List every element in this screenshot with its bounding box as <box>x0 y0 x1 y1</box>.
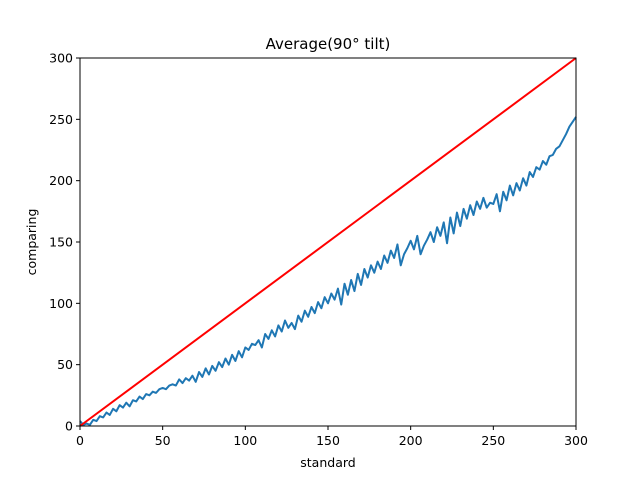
series-layer <box>79 57 577 427</box>
x-tick-label: 300 <box>564 433 588 448</box>
x-tick-label: 200 <box>399 433 423 448</box>
x-tick-label: 50 <box>155 433 171 448</box>
y-axis: 0 50 100 150 200 250 300 <box>49 51 80 434</box>
y-tick-label: 0 <box>65 419 73 434</box>
series-line-1 <box>79 116 577 426</box>
y-tick-label: 300 <box>49 51 73 66</box>
x-tick-label: 150 <box>316 433 340 448</box>
y-tick-label: 200 <box>49 173 73 188</box>
x-axis: 0 50 100 150 200 250 300 <box>76 426 588 448</box>
y-tick-label: 150 <box>49 235 73 250</box>
chart-title: Average(90° tilt) <box>266 35 391 53</box>
x-tick-label: 100 <box>233 433 257 448</box>
x-tick-label: 0 <box>76 433 84 448</box>
x-axis-label: standard <box>300 455 355 470</box>
y-tick-label: 50 <box>57 357 73 372</box>
y-tick-label: 250 <box>49 112 73 127</box>
y-tick-label: 100 <box>49 296 73 311</box>
y-axis-label: comparing <box>24 209 39 276</box>
series-line-2 <box>79 57 577 427</box>
x-tick-label: 250 <box>481 433 505 448</box>
